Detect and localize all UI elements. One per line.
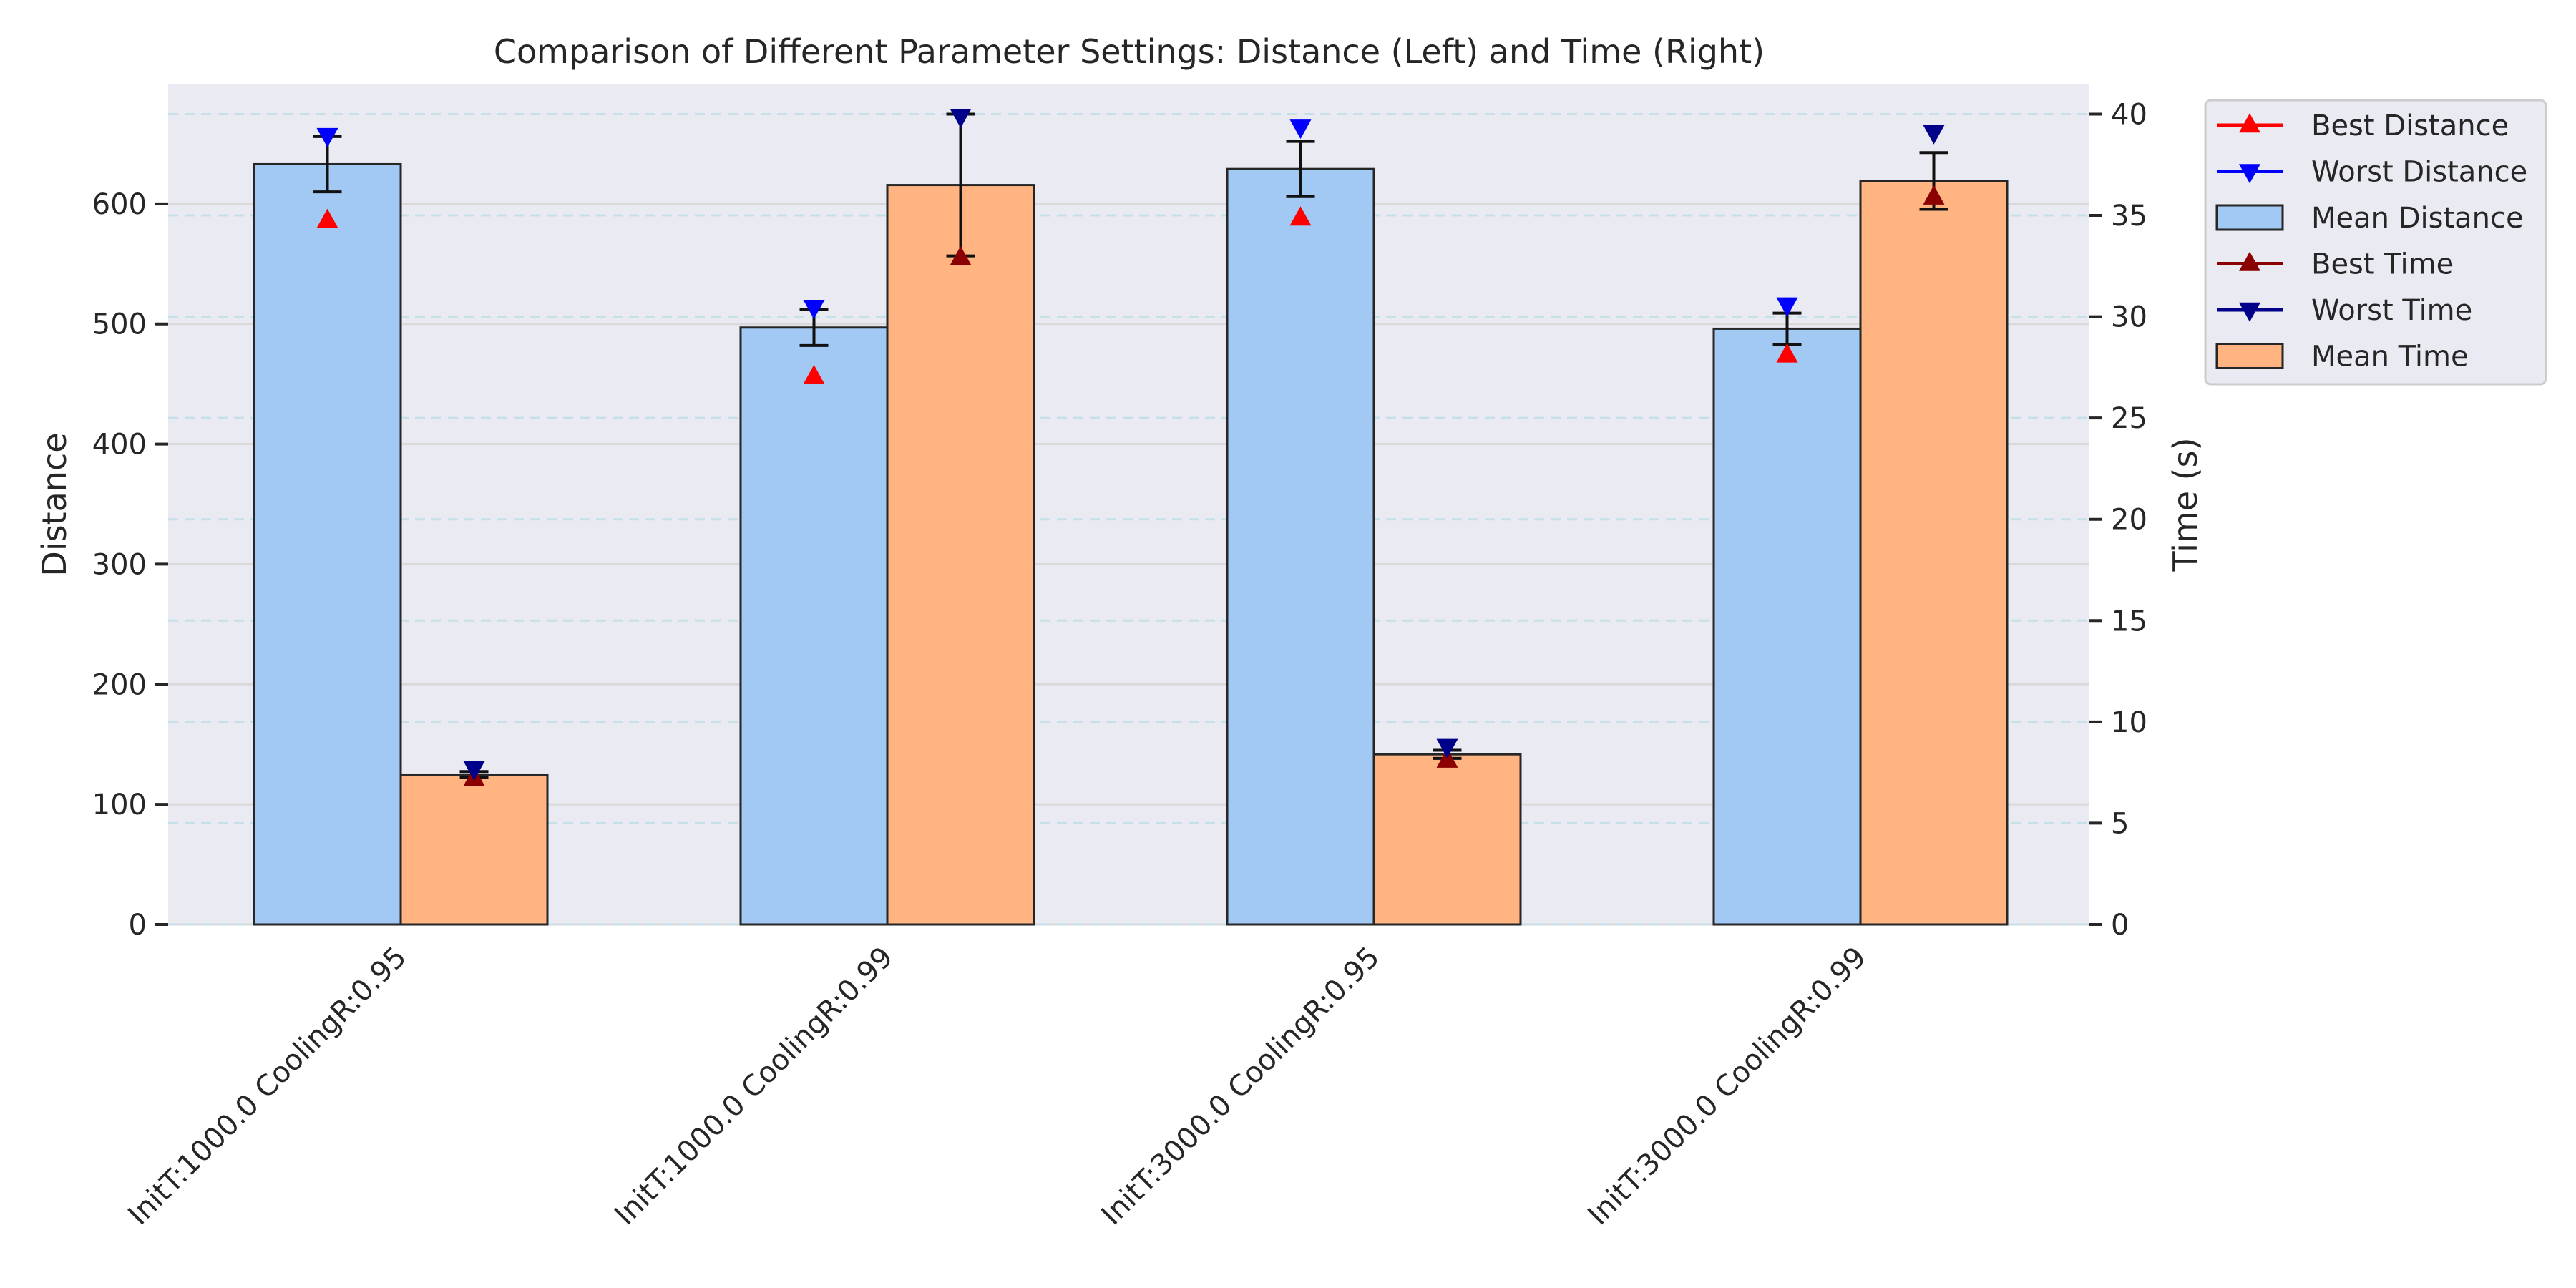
legend-marker (2239, 251, 2260, 271)
legend-entry: Worst Distance (2217, 156, 2527, 189)
worst-distance-marker (803, 299, 825, 319)
right-tick-label: 30 (2111, 301, 2147, 334)
right-tick-label: 0 (2111, 909, 2129, 942)
legend: Best Distance Worst Distance Mean Distance… (2204, 99, 2547, 386)
legend-marker (2239, 302, 2260, 322)
right-tick-label: 5 (2111, 807, 2129, 840)
right-tick-label: 10 (2111, 706, 2147, 739)
right-tick-label: 35 (2111, 200, 2147, 233)
right-tick-label: 25 (2111, 402, 2147, 435)
bars (253, 162, 2009, 926)
right-tick-label: 15 (2111, 605, 2147, 638)
worst-time-marker (1436, 738, 1458, 758)
left-tick-label: 0 (129, 909, 147, 942)
best-time-marker (950, 245, 972, 265)
legend-marker (2239, 113, 2260, 133)
right-axis: 0 5 10 15 20 25 30 35 40 (2089, 98, 2147, 942)
best-distance-marker (1289, 206, 1312, 226)
legend-entry: Worst Time (2217, 294, 2472, 327)
legend-label: Best Distance (2311, 109, 2509, 142)
worst-distance-marker (1776, 297, 1798, 317)
legend-entry: Best Distance (2217, 109, 2509, 142)
left-tick-label: 600 (92, 188, 147, 221)
legend-label: Mean Time (2311, 341, 2469, 374)
left-tick-label: 100 (92, 789, 147, 821)
worst-time-marker (463, 761, 485, 781)
mean-time-bar (1372, 753, 1522, 926)
legend-label: Best Time (2311, 248, 2454, 281)
right-axis-label: Time (s) (2166, 437, 2205, 572)
worst-distance-marker (1289, 119, 1312, 140)
mean-distance-bar (253, 162, 402, 926)
best-distance-marker (803, 364, 825, 384)
left-tick-label: 200 (92, 668, 147, 701)
best-time-marker (1923, 185, 1945, 205)
legend-entry: Best Time (2217, 248, 2454, 281)
left-tick-label: 400 (92, 429, 147, 462)
worst-distance-marker (316, 127, 338, 147)
legend-swatch (2215, 204, 2284, 231)
chart-title: Comparison of Different Parameter Settin… (494, 32, 1765, 71)
mean-distance-bar (1712, 327, 1862, 926)
best-distance-marker (316, 208, 338, 228)
mean-time-bar (1859, 180, 2009, 926)
legend-entry: Mean Time (2215, 341, 2469, 374)
mean-time-bar (399, 773, 549, 926)
mean-distance-bar (1226, 167, 1375, 926)
mean-time-bar (886, 184, 1035, 926)
legend-swatch (2215, 343, 2284, 369)
worst-time-marker (1923, 125, 1945, 145)
legend-entry: Mean Distance (2215, 202, 2524, 235)
error-bar (1286, 140, 1315, 198)
legend-entries: Best Distance Worst Distance Mean Distance… (2215, 109, 2527, 374)
left-axis: 0 100 200 300 400 500 600 (92, 188, 168, 942)
best-distance-marker (1776, 343, 1798, 363)
legend-frame (2204, 99, 2547, 386)
legend-label: Worst Time (2311, 294, 2472, 327)
right-tick-label: 20 (2111, 504, 2147, 537)
worst-time-marker (950, 109, 972, 129)
legend-label: Worst Distance (2311, 156, 2527, 189)
right-tick-label: 40 (2111, 98, 2147, 131)
left-tick-label: 300 (92, 548, 147, 581)
mean-distance-bar (739, 326, 889, 926)
markers (316, 109, 1945, 786)
legend-label: Mean Distance (2311, 202, 2524, 235)
legend-marker (2239, 164, 2260, 184)
left-axis-label: Distance (35, 432, 74, 576)
left-tick-label: 500 (92, 308, 147, 341)
